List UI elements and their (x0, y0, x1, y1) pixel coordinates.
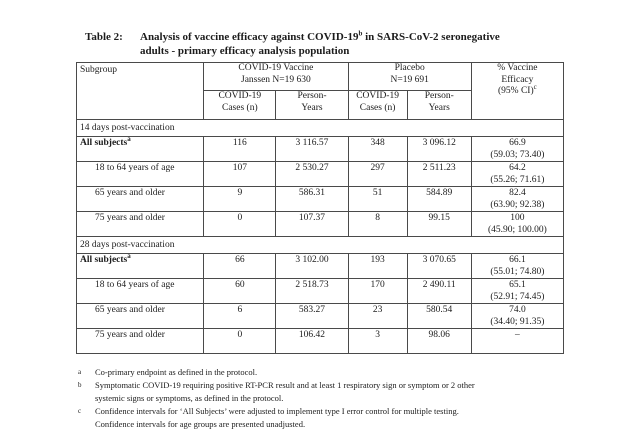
placebo-group-header: Placebo N=19 691 (347, 62, 472, 91)
efficacy-table: Subgroup COVID-19 Vaccine Janssen N=19 6… (75, 62, 565, 354)
efficacy-value: 64.2 (55.26; 71.61) (470, 161, 565, 187)
footnote-c-marker: c (78, 407, 82, 415)
table-row: All subjectsa 116 3 116.57 348 3 096.12 … (75, 136, 565, 162)
vaccine-person-years-value: 106.42 (275, 328, 349, 354)
efficacy-value: 65.1 (52.91; 74.45) (470, 278, 565, 304)
placebo-person-years-value: 3 070.65 (406, 253, 472, 279)
placebo-person-years-value: 3 096.12 (406, 136, 472, 162)
subgroup-label: 65 years and older (95, 188, 165, 198)
subgroup-label: All subjects (80, 138, 128, 148)
table-row: 65 years and older 9 586.31 51 584.89 82… (75, 186, 565, 212)
table-row: 18 to 64 years of age 107 2 530.27 297 2… (75, 161, 565, 187)
table-row: 65 years and older 6 583.27 23 580.54 74… (75, 303, 565, 329)
table-row: 75 years and older 0 107.37 8 99.15 100 … (75, 211, 565, 237)
footnote-a-text: Co-primary endpoint as defined in the pr… (95, 367, 258, 377)
title-superscript-b: b (358, 29, 363, 38)
placebo-person-years-value: 2 511.23 (406, 161, 472, 187)
vaccine-cases-value: 6 (203, 303, 277, 329)
footnote-b: b Symptomatic COVID-19 requiring positiv… (78, 379, 566, 405)
table-row: 18 to 64 years of age 60 2 518.73 170 2 … (75, 278, 565, 304)
table-title-label: Table 2: (85, 31, 123, 43)
vaccine-person-years-value: 2 518.73 (275, 278, 349, 304)
section-label: 14 days post-vaccination (76, 119, 564, 137)
efficacy-value: 82.4 (63.90; 92.38) (470, 186, 565, 212)
efficacy-value: – (470, 328, 565, 354)
footnote-marker-a: a (127, 253, 131, 260)
subgroup-label: 18 to 64 years of age (95, 280, 175, 290)
subgroup-cell: 18 to 64 years of age (75, 278, 205, 304)
footnote-b-text: Symptomatic COVID-19 requiring positive … (95, 380, 475, 403)
section-row-14-days: 14 days post-vaccination (76, 119, 564, 137)
subgroup-cell: All subjectsa (75, 136, 205, 162)
efficacy-value: 100 (45.90; 100.00) (470, 211, 565, 237)
efficacy-value: 74.0 (34.40; 91.35) (470, 303, 565, 329)
vaccine-person-years-value: 3 102.00 (275, 253, 349, 279)
placebo-person-years-value: 99.15 (406, 211, 472, 237)
footnote-marker-a: a (127, 136, 131, 143)
table-row: All subjectsa 66 3 102.00 193 3 070.65 6… (75, 253, 565, 279)
placebo-cases-header: COVID-19 Cases (n) (347, 90, 408, 120)
table-title-text: Analysis of vaccine efficacy against COV… (140, 30, 555, 58)
subgroup-cell: 65 years and older (75, 303, 205, 329)
footnote-c-text: Confidence intervals for ‘All Subjects’ … (95, 406, 459, 429)
vaccine-person-years-value: 583.27 (275, 303, 349, 329)
subgroup-label: 18 to 64 years of age (95, 163, 175, 173)
placebo-person-years-value: 584.89 (406, 186, 472, 212)
vaccine-person-years-value: 586.31 (275, 186, 349, 212)
efficacy-header-text: % Vaccine Efficacy (95% CI) (497, 63, 538, 97)
placebo-cases-value: 193 (347, 253, 408, 279)
vaccine-cases-header: COVID-19 Cases (n) (203, 90, 277, 120)
vaccine-group-header: COVID-19 Vaccine Janssen N=19 630 (203, 62, 349, 91)
table-row: 75 years and older 0 106.42 3 98.06 – (75, 328, 565, 354)
subgroup-cell: 65 years and older (75, 186, 205, 212)
vaccine-person-years-header: Person- Years (275, 90, 349, 120)
placebo-person-years-header: Person- Years (406, 90, 472, 120)
subgroup-column-header: Subgroup (75, 62, 205, 120)
footnote-b-marker: b (78, 381, 82, 389)
placebo-cases-value: 8 (347, 211, 408, 237)
placebo-person-years-value: 2 490.11 (406, 278, 472, 304)
subgroup-label: 75 years and older (95, 330, 165, 340)
section-row-28-days: 28 days post-vaccination (76, 236, 564, 254)
vaccine-cases-value: 0 (203, 211, 277, 237)
subgroup-label: All subjects (80, 255, 128, 265)
vaccine-cases-value: 116 (203, 136, 277, 162)
vaccine-person-years-value: 107.37 (275, 211, 349, 237)
vaccine-person-years-value: 2 530.27 (275, 161, 349, 187)
subgroup-label: 75 years and older (95, 213, 165, 223)
footnote-a-marker: a (78, 368, 82, 376)
table-title: Table 2: Analysis of vaccine efficacy ag… (85, 30, 555, 58)
footnotes: a Co-primary endpoint as defined in the … (78, 366, 566, 431)
title-text-part2: in SARS-CoV-2 seronegative adults - prim… (140, 31, 500, 57)
vaccine-cases-value: 0 (203, 328, 277, 354)
subgroup-cell: 18 to 64 years of age (75, 161, 205, 187)
placebo-person-years-value: 580.54 (406, 303, 472, 329)
placebo-cases-value: 348 (347, 136, 408, 162)
placebo-cases-value: 51 (347, 186, 408, 212)
placebo-cases-value: 297 (347, 161, 408, 187)
placebo-cases-value: 23 (347, 303, 408, 329)
efficacy-value: 66.1 (55.01; 74.80) (470, 253, 565, 279)
vaccine-cases-value: 9 (203, 186, 277, 212)
subgroup-label: 65 years and older (95, 305, 165, 315)
efficacy-column-header: % Vaccine Efficacy (95% CI)c (470, 62, 565, 120)
title-text-part1: Analysis of vaccine efficacy against COV… (140, 31, 359, 43)
vaccine-cases-value: 60 (203, 278, 277, 304)
efficacy-value: 66.9 (59.03; 73.40) (470, 136, 565, 162)
placebo-cases-value: 3 (347, 328, 408, 354)
footnote-c: c Confidence intervals for ‘All Subjects… (78, 405, 566, 431)
subgroup-cell: 75 years and older (75, 211, 205, 237)
subgroup-cell: All subjectsa (75, 253, 205, 279)
placebo-cases-value: 170 (347, 278, 408, 304)
vaccine-cases-value: 66 (203, 253, 277, 279)
efficacy-superscript-c: c (533, 82, 537, 91)
footnote-a: a Co-primary endpoint as defined in the … (78, 366, 566, 379)
section-label: 28 days post-vaccination (76, 236, 564, 254)
subgroup-cell: 75 years and older (75, 328, 205, 354)
placebo-person-years-value: 98.06 (406, 328, 472, 354)
header-group-row: Subgroup COVID-19 Vaccine Janssen N=19 6… (75, 62, 565, 120)
vaccine-person-years-value: 3 116.57 (275, 136, 349, 162)
vaccine-cases-value: 107 (203, 161, 277, 187)
